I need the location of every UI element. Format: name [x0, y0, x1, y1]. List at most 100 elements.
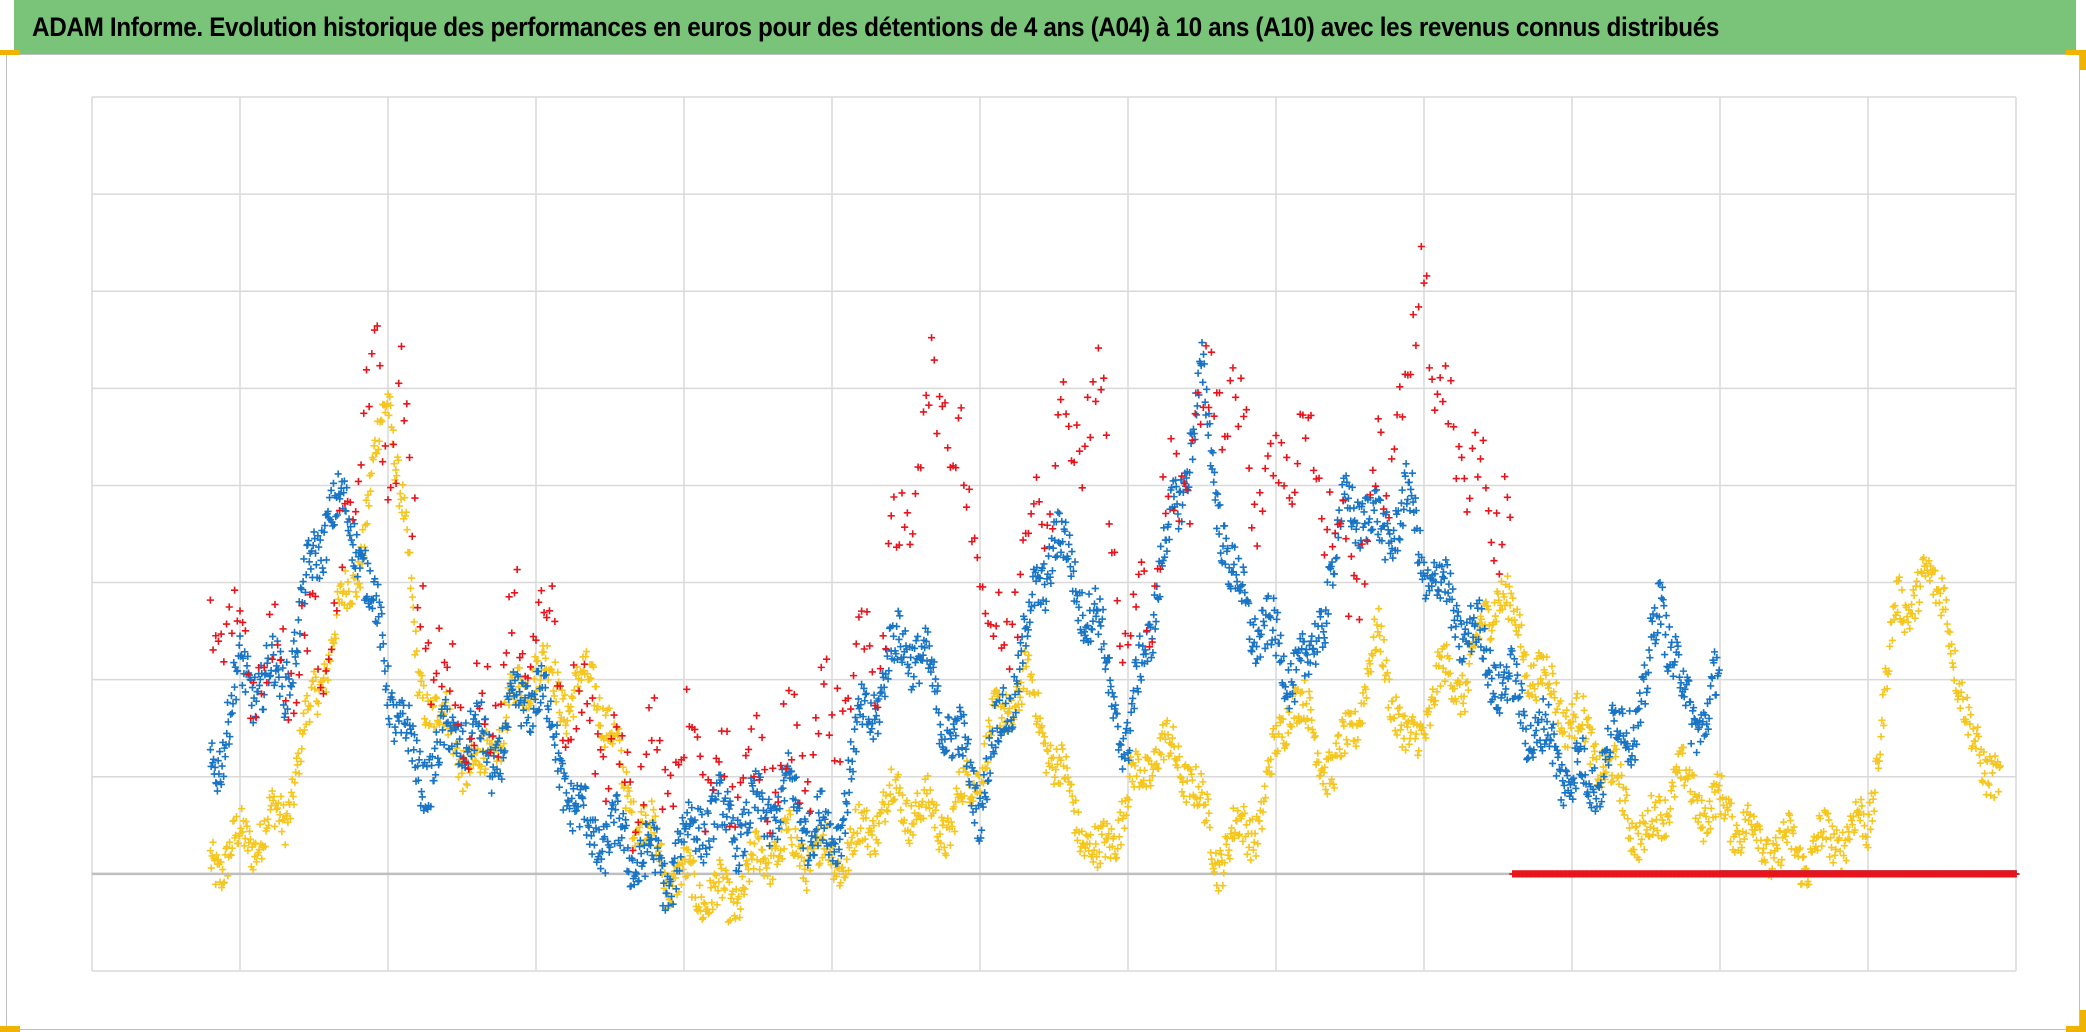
data-point-A07	[911, 658, 919, 667]
data-point-A04	[558, 686, 566, 694]
data-point-A07	[477, 735, 485, 743]
data-point-A04	[1594, 775, 1602, 783]
data-point-A04	[1531, 693, 1540, 701]
data-point-A07	[784, 749, 792, 757]
data-point-A04	[1483, 602, 1492, 610]
data-point-A07	[798, 836, 806, 845]
data-point-A07	[1072, 587, 1080, 596]
data-point-A07	[818, 787, 826, 795]
data-point-A04	[770, 852, 778, 860]
data-point-A07	[719, 810, 727, 819]
data-point-A07	[680, 838, 688, 846]
data-point-A07	[1319, 628, 1328, 636]
data-point-A04	[1937, 611, 1945, 620]
data-point-A07	[731, 836, 739, 844]
data-point-A07	[1213, 490, 1222, 498]
data-point-A07	[228, 709, 236, 717]
data-point-A07	[1323, 578, 1332, 586]
data-point-A07	[1099, 605, 1107, 614]
data-point-A04	[218, 865, 227, 874]
data-point-A04	[1665, 818, 1674, 826]
data-point-A07	[1393, 510, 1401, 518]
data-point-A10	[1156, 565, 1164, 573]
data-point-A04	[1471, 642, 1479, 650]
data-point-A07	[907, 653, 915, 662]
data-point-A04	[642, 811, 650, 819]
data-point-A07	[960, 719, 969, 727]
data-point-A10	[1409, 311, 1417, 319]
data-point-A07	[1100, 640, 1108, 648]
data-point-A07	[653, 825, 661, 833]
data-point-A10	[906, 540, 914, 549]
data-point-A07	[1230, 560, 1238, 569]
data-point-A04	[731, 915, 739, 923]
data-point-A04	[1251, 829, 1259, 838]
data-point-A07	[848, 757, 856, 765]
data-point-A04	[365, 502, 373, 510]
data-point-A04	[1484, 605, 1493, 614]
data-point-A10	[570, 661, 578, 669]
data-point-A04	[314, 699, 322, 707]
data-point-A07	[1083, 635, 1091, 643]
data-point-A07	[1619, 709, 1627, 717]
data-point-A07	[833, 859, 842, 867]
data-point-A10	[1269, 472, 1277, 480]
data-point-A10	[1490, 557, 1498, 565]
data-point-A07	[523, 719, 531, 727]
data-point-A07	[1046, 573, 1054, 581]
data-point-A04	[1739, 828, 1747, 836]
data-point-A04	[968, 794, 976, 802]
data-point-A07	[990, 750, 998, 758]
data-point-A04	[1954, 692, 1963, 700]
data-point-A10	[656, 736, 664, 745]
data-point-A04	[292, 768, 300, 777]
data-point-A04	[794, 852, 802, 860]
data-point-A07	[585, 823, 593, 831]
data-point-A04	[1732, 821, 1741, 829]
data-point-A10	[1250, 500, 1259, 508]
data-point-A07	[1375, 495, 1383, 503]
data-point-A04	[378, 417, 386, 426]
data-point-A07	[1078, 589, 1086, 597]
data-point-A07	[1660, 602, 1668, 610]
data-point-A04	[1093, 863, 1102, 872]
data-point-A07	[1098, 615, 1106, 623]
data-point-A07	[1303, 651, 1311, 659]
data-point-A07	[1557, 796, 1565, 804]
data-point-A07	[934, 682, 942, 690]
data-point-A10	[957, 404, 965, 412]
data-point-A07	[1096, 595, 1104, 603]
data-point-A10	[497, 700, 505, 708]
data-point-A04	[1934, 585, 1943, 594]
data-point-A10	[438, 682, 446, 691]
data-point-A04	[1124, 803, 1132, 811]
data-point-A04	[333, 588, 342, 596]
data-point-A04	[1728, 813, 1736, 821]
data-point-A10	[1046, 510, 1054, 518]
data-point-A07	[924, 628, 932, 636]
data-point-A04	[879, 788, 887, 796]
data-point-A07	[829, 838, 838, 847]
data-point-A07	[361, 546, 370, 555]
data-point-A04	[540, 648, 548, 656]
data-point-A07	[1213, 524, 1221, 533]
data-point-A04	[363, 520, 371, 528]
data-point-A04	[1625, 824, 1634, 832]
data-point-A07	[1481, 671, 1490, 679]
data-point-A07	[657, 868, 665, 876]
data-point-A07	[296, 630, 304, 638]
data-point-A10	[855, 613, 863, 621]
data-point-A07	[1237, 582, 1245, 590]
data-point-A04	[1641, 819, 1649, 828]
data-point-A07	[758, 789, 766, 797]
data-point-A07	[286, 691, 294, 699]
data-point-A04	[1322, 785, 1330, 794]
data-point-A04	[609, 740, 617, 748]
data-point-A07	[1002, 699, 1010, 707]
data-point-A10	[1240, 412, 1248, 421]
data-point-A07	[1113, 710, 1121, 718]
data-point-A04	[1057, 756, 1065, 764]
data-point-A04	[530, 675, 538, 683]
data-point-A07	[1680, 693, 1688, 701]
data-point-A10	[965, 485, 973, 493]
